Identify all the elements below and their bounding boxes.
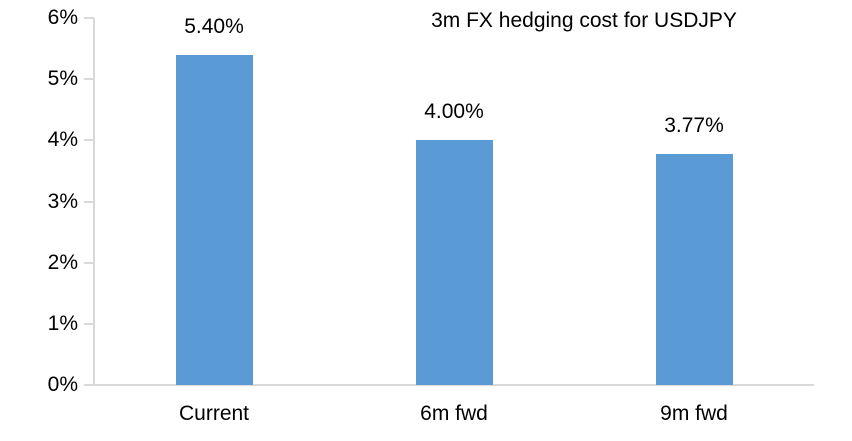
y-axis-tick xyxy=(84,322,94,325)
y-axis-tick xyxy=(84,139,94,142)
bar-value-label: 5.40% xyxy=(184,14,244,38)
y-axis-tick-label: 1% xyxy=(47,311,78,335)
y-axis-tick xyxy=(84,261,94,264)
y-axis-tick-label: 0% xyxy=(47,373,78,396)
y-axis-tick-label: 2% xyxy=(47,250,78,274)
bar-9m-fwd xyxy=(655,154,733,385)
y-axis-tick xyxy=(84,200,94,203)
x-axis-category-label: 6m fwd xyxy=(420,402,488,425)
bar-value-label: 4.00% xyxy=(424,100,484,124)
y-axis-line xyxy=(93,18,95,386)
y-axis-tick xyxy=(84,17,94,19)
x-axis-line xyxy=(93,384,814,386)
bar-value-label: 3.77% xyxy=(664,114,724,138)
y-axis-tick-label: 3% xyxy=(47,189,78,213)
y-axis-tick-label: 5% xyxy=(47,67,78,91)
y-axis-tick-label: 6% xyxy=(47,6,78,29)
bar-current xyxy=(175,54,253,385)
x-axis-category-label: 9m fwd xyxy=(660,402,728,425)
y-axis-tick xyxy=(84,384,94,386)
y-axis-tick-label: 4% xyxy=(47,128,78,152)
x-axis-category-label: Current xyxy=(178,402,250,425)
bar-6m-fwd xyxy=(415,140,493,385)
y-axis-tick xyxy=(84,78,94,81)
chart-title: 3m FX hedging cost for USDJPY xyxy=(431,9,737,32)
